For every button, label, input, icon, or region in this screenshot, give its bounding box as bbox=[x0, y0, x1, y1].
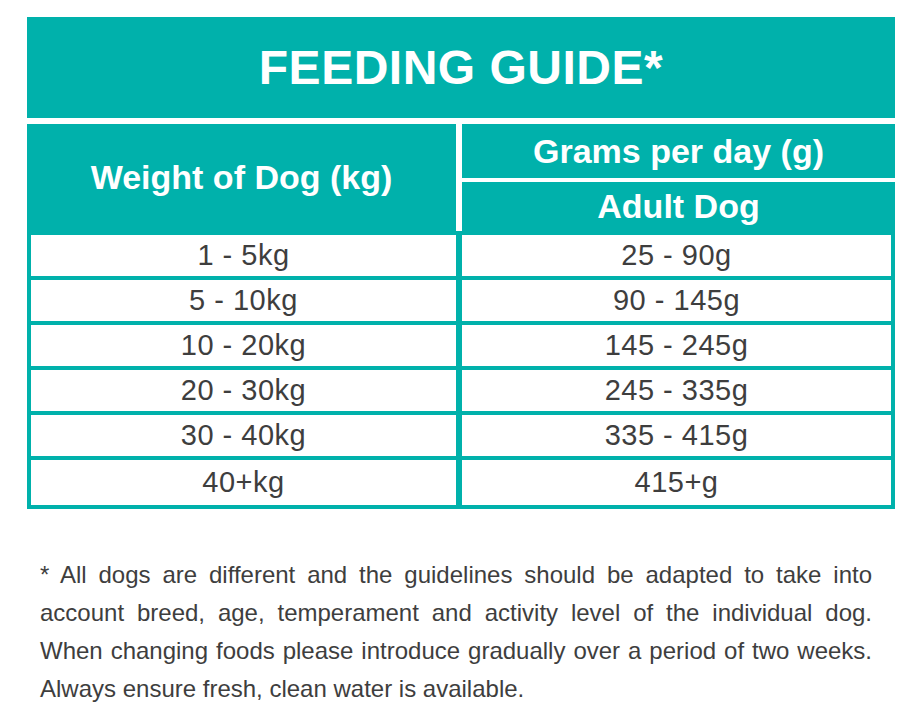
grams-cell: 25 - 90g bbox=[462, 235, 891, 276]
table-row: 5 - 10kg 90 - 145g bbox=[31, 280, 891, 325]
weight-cell: 5 - 10kg bbox=[31, 280, 456, 321]
column-header-weight: Weight of Dog (kg) bbox=[27, 124, 456, 231]
page-title: FEEDING GUIDE* bbox=[259, 40, 663, 95]
column-header-grams-group: Grams per day (g) Adult Dog bbox=[462, 124, 895, 231]
weight-cell: 20 - 30kg bbox=[31, 370, 456, 411]
footnote-line: Always ensure fresh, clean water is avai… bbox=[40, 670, 872, 708]
column-header-weight-label: Weight of Dog (kg) bbox=[91, 158, 393, 197]
weight-cell: 30 - 40kg bbox=[31, 415, 456, 456]
column-header-grams: Grams per day (g) bbox=[462, 124, 895, 178]
footnote-line: * All dogs are different and the guideli… bbox=[40, 556, 872, 594]
column-header-adult-label: Adult Dog bbox=[597, 187, 759, 226]
feeding-guide-panel: FEEDING GUIDE* Weight of Dog (kg) Grams … bbox=[27, 17, 895, 509]
table-row: 10 - 20kg 145 - 245g bbox=[31, 325, 891, 370]
weight-cell: 1 - 5kg bbox=[31, 235, 456, 276]
weight-cell: 40+kg bbox=[31, 460, 456, 505]
grams-cell: 335 - 415g bbox=[462, 415, 891, 456]
title-band: FEEDING GUIDE* bbox=[27, 17, 895, 118]
table-row: 20 - 30kg 245 - 335g bbox=[31, 370, 891, 415]
weight-cell: 10 - 20kg bbox=[31, 325, 456, 366]
column-header-grams-label: Grams per day (g) bbox=[533, 132, 824, 171]
feeding-table: 1 - 5kg 25 - 90g 5 - 10kg 90 - 145g 10 -… bbox=[27, 231, 895, 509]
column-header-adult: Adult Dog bbox=[462, 182, 895, 231]
footnote: * All dogs are different and the guideli… bbox=[40, 556, 872, 708]
table-header: Weight of Dog (kg) Grams per day (g) Adu… bbox=[27, 124, 895, 231]
table-row: 40+kg 415+g bbox=[31, 460, 891, 505]
footnote-line: When changing foods please introduce gra… bbox=[40, 632, 872, 670]
grams-cell: 415+g bbox=[462, 460, 891, 505]
grams-cell: 90 - 145g bbox=[462, 280, 891, 321]
table-row: 1 - 5kg 25 - 90g bbox=[31, 235, 891, 280]
grams-cell: 245 - 335g bbox=[462, 370, 891, 411]
footnote-line: account breed, age, temperament and acti… bbox=[40, 594, 872, 632]
grams-cell: 145 - 245g bbox=[462, 325, 891, 366]
table-row: 30 - 40kg 335 - 415g bbox=[31, 415, 891, 460]
